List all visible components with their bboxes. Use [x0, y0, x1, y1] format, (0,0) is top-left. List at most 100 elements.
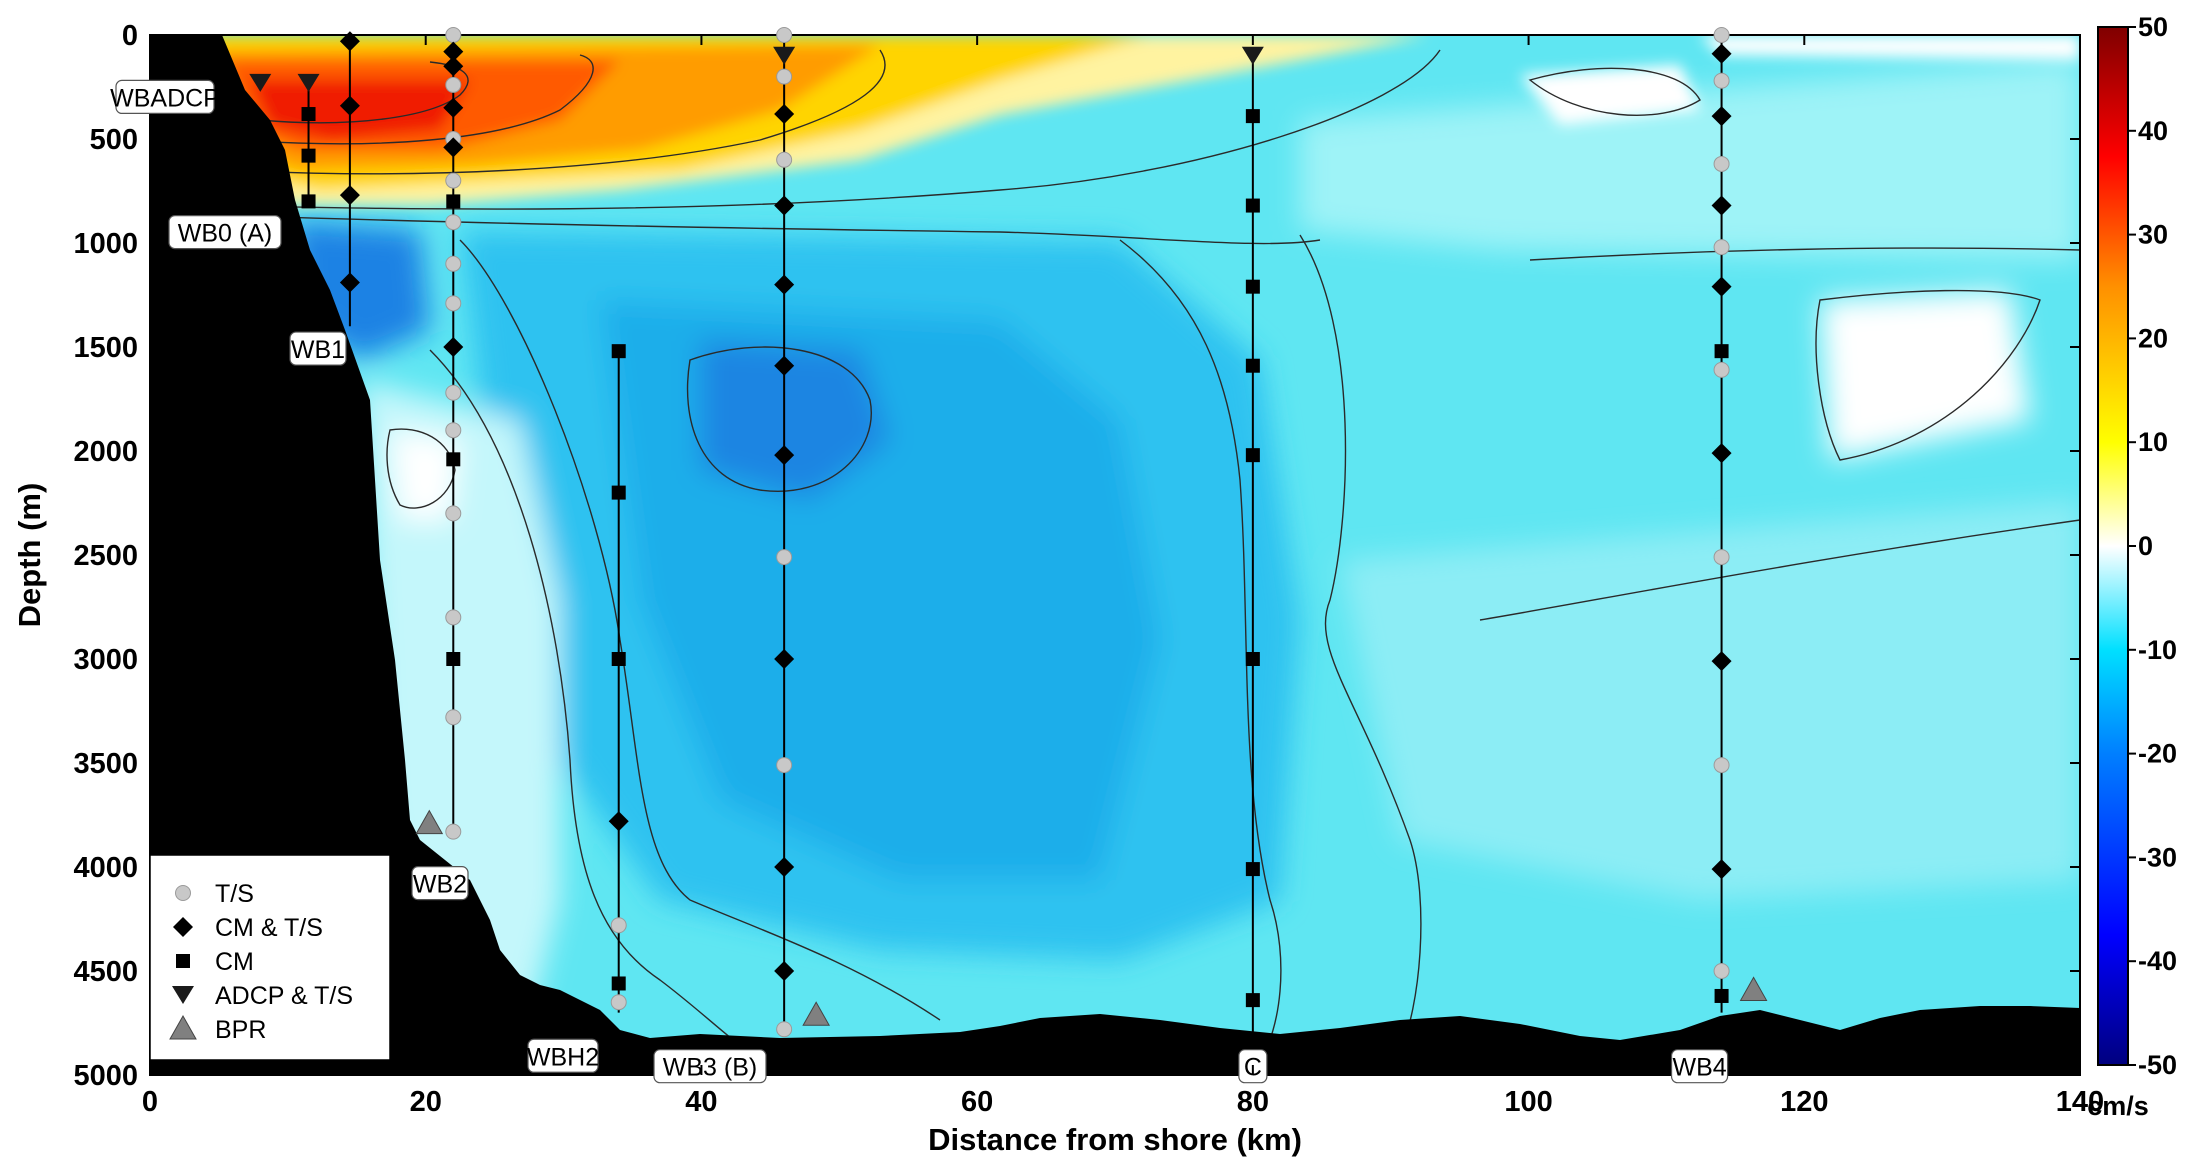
colorbar-tick-label: 30 — [2138, 220, 2168, 250]
instrument-marker — [1713, 155, 1730, 172]
x-tick-label: 100 — [1504, 1086, 1552, 1118]
instrument-marker — [773, 46, 796, 65]
instrument-marker — [445, 505, 462, 522]
instrument-marker — [339, 185, 360, 206]
instrument-marker — [774, 355, 795, 376]
mooring-label: WB4 — [1670, 1049, 1729, 1084]
legend-marker — [175, 885, 191, 901]
instrument-marker — [1711, 276, 1732, 297]
instrument-marker — [774, 274, 795, 295]
instrument-marker — [611, 652, 626, 666]
y-tick-label: 0 — [122, 20, 138, 52]
instrument-marker — [297, 73, 320, 92]
instrument-marker — [1711, 443, 1732, 464]
instrument-marker — [1713, 239, 1730, 256]
mooring-label-box — [411, 866, 469, 901]
instrument-marker — [1713, 757, 1730, 774]
mooring-label: WB1 — [289, 331, 347, 366]
x-tick-label: 40 — [685, 1086, 717, 1118]
y-tick-label: 500 — [90, 124, 138, 156]
instrument-marker — [1713, 549, 1730, 566]
mooring-label: WB0 (A) — [168, 215, 282, 250]
x-tick-label: 80 — [1237, 1086, 1269, 1118]
instrument-marker — [1245, 862, 1260, 877]
instrument-marker — [774, 649, 795, 669]
instrument-marker — [1245, 198, 1260, 213]
legend-label: BPR — [215, 1016, 266, 1044]
instrument-marker — [1245, 109, 1260, 124]
instrument-marker — [443, 137, 464, 158]
colorbar-unit: cm/s — [2087, 1091, 2149, 1121]
legend-label: ADCP & T/S — [215, 982, 353, 1010]
instrument-marker — [415, 809, 444, 835]
colorbar-tick-label: 0 — [2138, 531, 2153, 561]
x-tick-label: 120 — [1780, 1086, 1828, 1118]
colorbar-tick-label: 20 — [2138, 323, 2168, 353]
colorbar-ticks: 50 40 30 20 10 0 -10 -20 -30 -40 -50 — [2128, 12, 2177, 1080]
mooring-label-text: WBADCP — [110, 84, 220, 112]
mooring-label-box — [115, 79, 215, 115]
colorbar-tick-label: -20 — [2138, 739, 2177, 769]
y-tick-label: 4500 — [73, 956, 138, 988]
instrument-marker — [776, 68, 793, 85]
instrument-marker — [611, 976, 626, 991]
legend-label: T/S — [215, 880, 254, 908]
legend-marker — [176, 954, 190, 968]
instrument-marker — [445, 295, 462, 312]
mooring-label: WBH2 — [527, 1038, 599, 1073]
instrument-marker — [339, 272, 360, 293]
instrument-marker — [1245, 448, 1260, 463]
instrument-marker — [1245, 993, 1260, 1008]
legend-entries: T/S CM & T/S CM ADCP & T/S BPR — [169, 880, 353, 1044]
instrument-marker — [445, 422, 462, 439]
legend-marker — [173, 917, 193, 937]
instrument-marker — [774, 857, 795, 877]
instrument-marker — [445, 172, 462, 189]
colorbar: 50 40 30 20 10 0 -10 -20 -30 -40 -50 cm/s — [2087, 12, 2177, 1121]
instrument-marker — [611, 485, 626, 500]
mooring-label-text: WB4 — [1672, 1054, 1726, 1082]
mooring-label: WBADCP — [110, 79, 220, 115]
instrument-marker — [446, 452, 461, 467]
instrument-marker — [1713, 72, 1730, 89]
legend-label: CM — [215, 948, 254, 976]
y-tick-label: 3500 — [73, 748, 138, 780]
instrument-marker — [1713, 27, 1730, 43]
instrument-marker — [1711, 106, 1732, 127]
instrument-marker — [1245, 279, 1260, 294]
instrument-marker — [774, 104, 795, 125]
y-tick-label: 2500 — [73, 540, 138, 572]
mooring-label-text: WB3 (B) — [663, 1054, 757, 1082]
x-tick-label: 20 — [410, 1086, 442, 1118]
instrument-marker — [611, 344, 626, 359]
instrument-marker — [1711, 859, 1732, 880]
instrument-marker — [1714, 344, 1729, 359]
instrument-marker — [445, 709, 462, 726]
instrument-marker — [445, 255, 462, 272]
mooring-label: WB2 — [411, 866, 469, 901]
instrument-marker — [445, 823, 462, 840]
x-tick-label: 60 — [961, 1086, 993, 1118]
y-tick-label: 3000 — [73, 644, 138, 676]
instrument-marker — [1713, 963, 1730, 979]
mooring-label-box — [168, 215, 282, 250]
colorbar-tick-label: 10 — [2138, 427, 2168, 457]
mooring-label: WB3 (B) — [653, 1049, 767, 1084]
y-tick-label: 1500 — [73, 332, 138, 364]
colorbar-ramp — [2097, 26, 2129, 1066]
y-tick-label: 4000 — [73, 852, 138, 884]
instrument-marker — [610, 994, 627, 1011]
instrument-marker — [339, 95, 360, 116]
instrument-marker — [445, 214, 462, 231]
mooring-label-text: WB2 — [413, 871, 467, 899]
instrument-marker — [610, 917, 627, 934]
instrument-marker — [1245, 652, 1260, 666]
instrument-marker — [1711, 651, 1732, 672]
instrument-marker — [445, 384, 462, 401]
instrument-marker — [301, 194, 316, 209]
y-tick-label: 5000 — [73, 1060, 138, 1092]
instrument-marker — [608, 811, 629, 832]
instrument-marker — [802, 1001, 830, 1026]
instrument-marker — [443, 41, 464, 62]
